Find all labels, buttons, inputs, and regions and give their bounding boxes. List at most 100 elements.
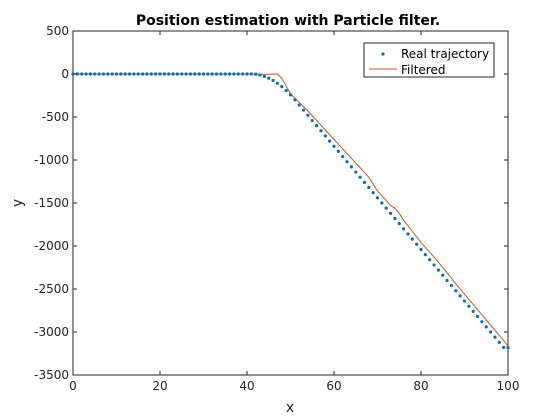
series-real-trajectory-point	[475, 314, 480, 319]
y-tick-label: -3500	[34, 368, 69, 382]
series-real-trajectory-point	[467, 304, 471, 308]
series-real-trajectory-point	[375, 196, 380, 200]
series-real-trajectory-point	[80, 72, 84, 76]
plot-area	[72, 30, 509, 376]
y-tick-label: -1000	[34, 153, 69, 167]
tick-layer: 0 20 40 60 80 100 500 0 -500 -1000 -1500 -2000 -2500…	[34, 24, 519, 393]
series-real-trajectory-point	[436, 268, 440, 272]
series-real-trajectory-point	[214, 72, 219, 76]
series-real-trajectory-point	[449, 283, 454, 288]
y-tick-label: 0	[61, 67, 69, 81]
series-real-trajectory-point	[471, 309, 475, 313]
series-real-trajectory-point	[506, 345, 510, 350]
series-real-trajectory-point	[175, 72, 179, 76]
series-real-trajectory-point	[323, 134, 327, 138]
y-axis-label: y	[10, 199, 26, 207]
series-real-trajectory-point	[262, 74, 266, 78]
series-real-trajectory-point	[154, 72, 158, 76]
series-real-trajectory-point	[384, 206, 388, 210]
series-real-trajectory-point	[141, 72, 145, 76]
series-real-trajectory-point	[201, 72, 206, 76]
series-real-trajectory-point	[193, 72, 197, 76]
series-real-trajectory-point	[158, 72, 162, 76]
series-real-trajectory-point	[502, 345, 506, 350]
series-real-trajectory-point	[388, 211, 393, 215]
series-real-trajectory-point	[497, 340, 501, 344]
y-tick-label: -1500	[34, 196, 69, 210]
series-real-trajectory-point	[480, 320, 484, 324]
x-tick-label: 60	[326, 379, 341, 393]
x-tick-label: 100	[497, 379, 520, 393]
series-real-trajectory-point	[228, 72, 232, 76]
series-real-trajectory-point	[297, 103, 301, 107]
series-real-trajectory-point	[328, 139, 332, 143]
series-real-trajectory-point	[245, 72, 249, 76]
series-real-trajectory-point	[315, 124, 319, 128]
series-real-trajectory-point	[110, 72, 114, 76]
series-real-trajectory-point	[319, 129, 323, 133]
chart-title: Position estimation with Particle filter…	[136, 13, 440, 29]
series-real-trajectory-point	[336, 149, 340, 153]
series-real-trajectory-point	[232, 72, 236, 76]
series-real-trajectory-point	[114, 72, 119, 76]
series-real-trajectory-point	[341, 154, 345, 159]
series-real-trajectory-point	[345, 160, 349, 164]
series-real-trajectory-point	[93, 72, 97, 76]
series-real-trajectory-point	[132, 72, 136, 76]
series-real-trajectory-point	[371, 191, 375, 195]
y-tick-label: -500	[42, 110, 69, 124]
legend-real-trajectory-marker	[381, 52, 385, 56]
series-real-trajectory-point	[241, 72, 245, 76]
series-real-trajectory-point	[493, 335, 497, 339]
legend-real-trajectory-label: Real trajectory	[401, 47, 489, 61]
series-real-trajectory-point	[380, 201, 384, 205]
series-real-trajectory-point	[428, 258, 432, 262]
series-real-trajectory-point	[267, 76, 271, 80]
series-real-trajectory-point	[354, 170, 358, 174]
series-real-trajectory-point	[197, 72, 201, 76]
series-real-trajectory-point	[136, 72, 140, 76]
series-real-trajectory-point	[75, 72, 79, 76]
series-real-trajectory-point	[393, 216, 397, 221]
series-real-trajectory-point	[254, 72, 258, 76]
y-tick-label: -2500	[34, 282, 69, 296]
series-real-trajectory-point	[84, 72, 88, 76]
x-axis-label: x	[286, 400, 294, 416]
series-real-trajectory-point	[180, 72, 184, 76]
series-real-trajectory-point	[458, 294, 462, 298]
series-real-trajectory-point	[271, 78, 275, 83]
series-real-trajectory-point	[441, 273, 445, 277]
series-real-trajectory-point	[362, 180, 367, 184]
series-real-trajectory-point	[332, 144, 336, 148]
series-real-trajectory-point	[119, 72, 123, 76]
series-real-trajectory-point	[249, 72, 253, 76]
series-real-trajectory-point	[210, 72, 214, 76]
series-real-trajectory-point	[397, 222, 401, 226]
series-real-trajectory-point	[223, 72, 227, 76]
series-real-trajectory-point	[275, 81, 280, 85]
series-real-trajectory-point	[106, 72, 110, 76]
y-tick-label: -3000	[34, 325, 69, 339]
series-real-trajectory-point	[101, 72, 106, 76]
series-real-trajectory-point	[301, 108, 306, 112]
legend-box	[363, 42, 495, 78]
x-tick-label: 40	[239, 379, 254, 393]
series-real-trajectory-point	[88, 72, 92, 76]
series-filtered-line	[73, 73, 509, 347]
series-real-trajectory-point	[310, 118, 314, 123]
series-real-trajectory-point	[415, 242, 419, 246]
series-real-trajectory-point	[484, 325, 488, 329]
series-real-trajectory-point	[284, 88, 288, 93]
series-real-trajectory-point	[236, 72, 240, 76]
x-tick-label: 0	[69, 379, 77, 393]
series-real-trajectory-point	[423, 253, 427, 257]
series-real-trajectory-point	[97, 72, 101, 76]
series-real-trajectory-point	[419, 247, 423, 252]
series-real-trajectory-point	[258, 73, 262, 77]
x-tick-label: 80	[413, 379, 428, 393]
series-real-trajectory-point	[162, 72, 166, 76]
series-real-trajectory-point	[410, 237, 414, 241]
legend: Real trajectory Filtered	[363, 42, 495, 78]
series-real-trajectory-point	[280, 85, 284, 89]
series-real-trajectory-point	[445, 278, 449, 282]
